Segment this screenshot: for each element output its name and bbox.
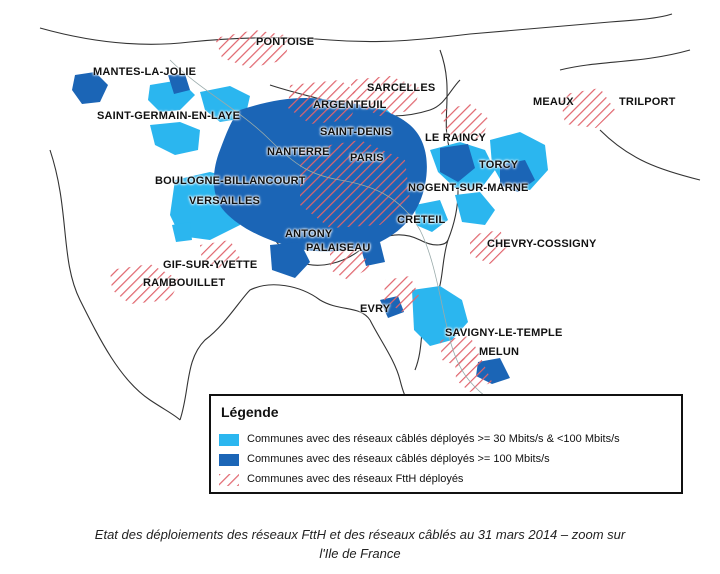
city-label-nogent-sur-marne: NOGENT-SUR-MARNE (408, 182, 529, 194)
legend-label: Communes avec des réseaux câblés déployé… (247, 433, 620, 445)
city-label-chevry-cossigny: CHEVRY-COSSIGNY (487, 238, 597, 250)
city-label-rambouillet: RAMBOUILLET (143, 277, 226, 289)
seine-river (169, 59, 491, 401)
city-label-torcy: TORCY (479, 159, 519, 171)
city-label-mantes-la-jolie: MANTES-LA-JOLIE (93, 66, 197, 78)
city-label-palaiseau: PALAISEAU (306, 242, 371, 254)
city-label-pontoise: PONTOISE (256, 36, 315, 48)
city-label-saint-denis: SAINT-DENIS (320, 126, 392, 138)
city-label-nanterre: NANTERRE (267, 146, 330, 158)
city-label-saint-germain-en-laye: SAINT-GERMAIN-EN-LAYE (97, 110, 241, 122)
legend-label: Communes avec des réseaux câblés déployé… (247, 453, 550, 465)
legend-swatch-light-blue (219, 434, 239, 446)
city-label-le-raincy: LE RAINCY (425, 132, 487, 144)
legend-swatch-dark-blue (219, 454, 239, 466)
legend-title: Légende (221, 404, 279, 420)
map-legend: Légende Communes avec des réseaux câblés… (209, 394, 683, 494)
ftth-areas (110, 30, 615, 392)
city-label-antony: ANTONY (285, 228, 333, 240)
figure-caption: Etat des déploiements des réseaux FttH e… (0, 525, 720, 563)
city-label-savigny-le-temple: SAVIGNY-LE-TEMPLE (445, 327, 563, 339)
city-label-evry: EVRY (360, 303, 391, 315)
city-label-melun: MELUN (479, 346, 520, 358)
city-label-gif-sur-yvette: GIF-SUR-YVETTE (163, 259, 258, 271)
city-label-sarcelles: SARCELLES (367, 82, 436, 94)
caption-line-1: Etat des déploiements des réseaux FttH e… (94, 527, 626, 542)
legend-label: Communes avec des réseaux FttH déployés (247, 473, 464, 485)
city-label-meaux: MEAUX (533, 96, 574, 108)
city-label-paris: PARIS (350, 152, 384, 164)
city-label-versailles: VERSAILLES (189, 195, 261, 207)
city-label-boulogne-billancourt: BOULOGNE-BILLANCOURT (155, 175, 306, 187)
ile-de-france-map (39, 13, 701, 421)
city-label-argenteuil: ARGENTEUIL (313, 99, 387, 111)
legend-swatch-hatched (219, 474, 239, 486)
city-label-creteil: CRETEIL (397, 214, 446, 226)
city-label-trilport: TRILPORT (619, 96, 676, 108)
caption-line-2: l'Ile de France (319, 546, 401, 561)
